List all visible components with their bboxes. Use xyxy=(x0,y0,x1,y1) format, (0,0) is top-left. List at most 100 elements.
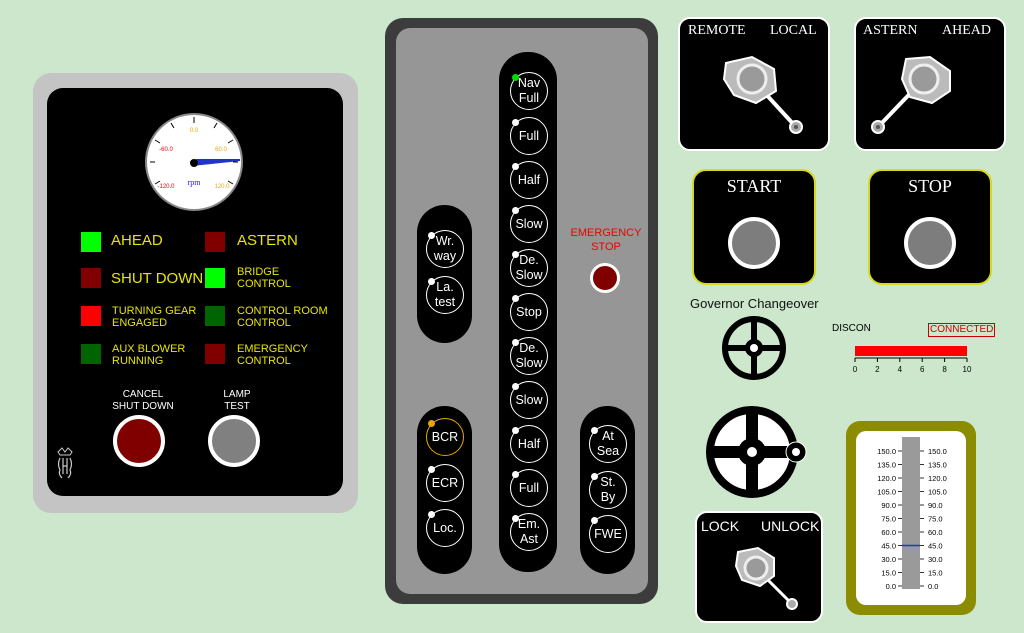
stop-button[interactable] xyxy=(904,217,956,269)
therm-tick-left: 150.0 xyxy=(877,447,896,456)
emergency-control-label: EMERGENCY CONTROL xyxy=(237,343,308,367)
unlock-label: UNLOCK xyxy=(761,518,820,534)
manual-handwheel-icon[interactable] xyxy=(704,400,808,504)
ahead-switch-label: AHEAD xyxy=(942,23,991,38)
emergency-control-indicator xyxy=(205,344,225,364)
therm-tick-left: 90.0 xyxy=(881,501,896,510)
therm-tick-right: 105.0 xyxy=(928,488,947,497)
therm-tick-right: 150.0 xyxy=(928,447,947,456)
remote-label: REMOTE xyxy=(688,23,746,38)
lock-label: LOCK xyxy=(701,518,740,534)
lock-knob-icon xyxy=(734,546,798,610)
astern-switch-label: ASTERN xyxy=(863,23,918,38)
ahead-indicator xyxy=(81,232,101,252)
slider-tick: 4 xyxy=(898,365,903,374)
therm-tick-left: 120.0 xyxy=(877,474,896,483)
therm-tick-left: 15.0 xyxy=(881,569,896,578)
telegraph-stop[interactable]: Stop xyxy=(510,293,548,331)
telegraph-ahead-slow[interactable]: Slow xyxy=(510,205,548,243)
therm-tick-right: 90.0 xyxy=(928,501,943,510)
lamp-test-button[interactable] xyxy=(208,415,260,467)
telegraph-ahead-dead-slow[interactable]: De. Slow xyxy=(510,249,548,287)
therm-tick-right: 135.0 xyxy=(928,461,947,470)
local-button[interactable]: Loc. xyxy=(426,509,464,547)
slider-tick: 0 xyxy=(853,365,858,374)
therm-tick-right: 0.0 xyxy=(928,582,938,591)
thermometer-level xyxy=(902,545,920,589)
governor-slider[interactable]: 0 2 4 6 8 10 xyxy=(850,344,974,376)
stand-by-button[interactable]: St. By xyxy=(589,471,627,509)
control-pill xyxy=(417,205,472,343)
cancel-shut-down-button[interactable] xyxy=(113,415,165,467)
lamp-test-caption: LAMP TEST xyxy=(223,389,251,412)
therm-tick-left: 30.0 xyxy=(881,555,896,564)
telegraph-ahead-half[interactable]: Half xyxy=(510,161,548,199)
therm-tick-left: 75.0 xyxy=(881,515,896,524)
wrong-way-button[interactable]: Wr. way xyxy=(426,230,464,268)
gauge-tick-label: 120.0 xyxy=(214,184,230,190)
astern-ahead-knob-icon xyxy=(871,55,951,134)
control-room-label: CONTROL ROOM CONTROL xyxy=(237,305,328,329)
telegraph-astern-half[interactable]: Half xyxy=(510,425,548,463)
therm-tick-right: 45.0 xyxy=(928,542,943,551)
stop-label: STOP xyxy=(908,176,952,196)
therm-tick-left: 60.0 xyxy=(881,528,896,537)
slider-tick: 2 xyxy=(875,365,880,374)
emergency-stop-button[interactable] xyxy=(590,263,620,293)
slider-tick: 10 xyxy=(963,365,972,374)
therm-tick-right: 60.0 xyxy=(928,528,943,537)
therm-tick-right: 75.0 xyxy=(928,515,943,524)
turning-gear-label: TURNING GEAR ENGAGED xyxy=(112,305,197,329)
stop-panel xyxy=(868,169,992,285)
telegraph-nav-full[interactable]: Nav Full xyxy=(510,72,548,110)
start-label: START xyxy=(726,176,782,196)
shut-down-label: SHUT DOWN xyxy=(111,270,204,287)
governor-slider-fill xyxy=(855,346,967,356)
astern-indicator xyxy=(205,232,225,252)
control-room-indicator xyxy=(205,306,225,326)
aux-blower-label: AUX BLOWER RUNNING xyxy=(112,343,186,367)
gauge-tick-label: -60.0 xyxy=(159,147,173,153)
remote-local-knob-icon xyxy=(722,55,803,134)
cancel-shut-down-caption: CANCEL SHUT DOWN xyxy=(112,389,174,412)
ecr-button[interactable]: ECR xyxy=(426,464,464,502)
telegraph-astern-dead-slow[interactable]: De. Slow xyxy=(510,337,548,375)
crest-icon xyxy=(57,447,73,479)
telegraph-ahead-full[interactable]: Full xyxy=(510,117,548,155)
governor-title: Governor Changeover xyxy=(690,296,819,311)
governor-handwheel-icon[interactable] xyxy=(722,316,786,380)
gauge-tick-label: -120.0 xyxy=(157,184,175,190)
ahead-label: AHEAD xyxy=(111,232,163,249)
discon-label: DISCON xyxy=(832,323,871,334)
therm-tick-left: 135.0 xyxy=(877,461,896,470)
local-label: LOCAL xyxy=(770,23,817,38)
bridge-control-indicator xyxy=(205,268,225,288)
therm-tick-left: 45.0 xyxy=(881,542,896,551)
therm-tick-right: 15.0 xyxy=(928,569,943,578)
bcr-button[interactable]: BCR xyxy=(426,418,464,456)
start-button[interactable] xyxy=(728,217,780,269)
therm-tick-left: 0.0 xyxy=(886,582,896,591)
at-sea-button[interactable]: At Sea xyxy=(589,425,627,463)
gauge-unit: rpm xyxy=(188,178,202,187)
therm-tick-right: 30.0 xyxy=(928,555,943,564)
astern-label: ASTERN xyxy=(237,232,298,249)
lamp-test-button-center[interactable]: La. test xyxy=(426,276,464,314)
emergency-stop-label: EMERGENCY STOP xyxy=(570,227,642,253)
fwe-button[interactable]: FWE xyxy=(589,515,627,553)
telegraph-astern-full[interactable]: Full xyxy=(510,469,548,507)
slider-tick: 8 xyxy=(942,365,947,374)
shut-down-indicator xyxy=(81,268,101,288)
therm-tick-left: 105.0 xyxy=(877,488,896,497)
rpm-gauge: 0.0 -60.0 60.0 -120.0 120.0 rpm xyxy=(145,113,243,211)
telegraph-astern-slow[interactable]: Slow xyxy=(510,381,548,419)
thermometer-gauge: 150.0 135.0 120.0 105.0 90.0 75.0 60.0 4… xyxy=(877,437,947,591)
slider-tick: 6 xyxy=(920,365,925,374)
gauge-tick-label: 0.0 xyxy=(190,128,199,134)
gauge-tick-label: 60.0 xyxy=(215,147,227,153)
telegraph-emergency-astern[interactable]: Em. Ast xyxy=(510,513,548,551)
connected-label: CONNECTED xyxy=(928,323,996,337)
bridge-control-label: BRIDGE CONTROL xyxy=(237,266,291,290)
therm-tick-right: 120.0 xyxy=(928,474,947,483)
turning-gear-indicator xyxy=(81,306,101,326)
